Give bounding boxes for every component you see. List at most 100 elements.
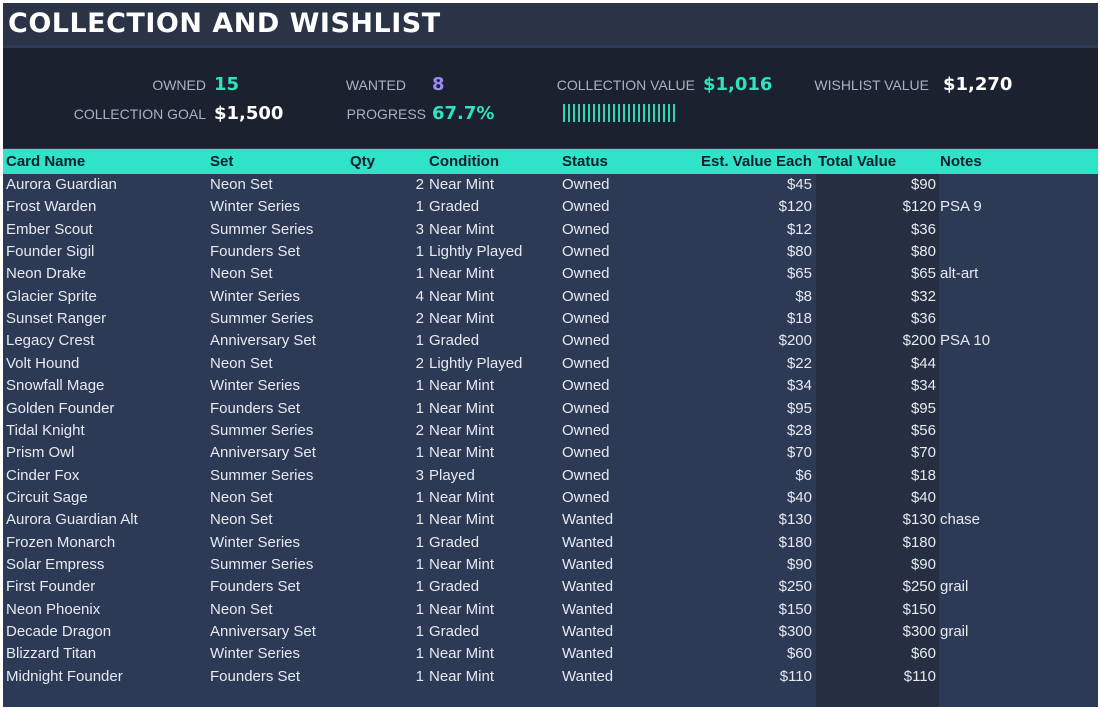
cell-total-value[interactable]: $150 (902, 600, 936, 618)
cell-status[interactable]: Wanted (562, 555, 614, 573)
cell-condition[interactable]: Near Mint (429, 488, 495, 506)
cell-total-value[interactable]: $36 (910, 220, 936, 238)
cell-total-value[interactable]: $70 (910, 444, 936, 462)
cell-qty[interactable]: 1 (415, 600, 424, 618)
cell-status[interactable]: Owned (562, 332, 610, 350)
cell-condition[interactable]: Near Mint (429, 555, 495, 573)
cell-set[interactable]: Winter Series (210, 533, 301, 551)
cell-card-name[interactable]: Snowfall Mage (6, 377, 105, 395)
cell-total-value[interactable]: $95 (910, 399, 936, 417)
cell-notes[interactable]: grail (940, 578, 969, 596)
table-row[interactable]: Decade Dragon Anniversary Set 1 Graded Wante… (3, 621, 1098, 643)
cell-est-value-each[interactable]: $130 (778, 511, 812, 529)
cell-est-value-each[interactable]: $95 (786, 399, 812, 417)
cell-set[interactable]: Summer Series (210, 555, 314, 573)
cell-card-name[interactable]: Ember Scout (6, 220, 93, 238)
cell-est-value-each[interactable]: $65 (786, 265, 812, 283)
cell-status[interactable]: Wanted (562, 667, 614, 685)
cell-total-value[interactable]: $90 (910, 555, 936, 573)
cell-qty[interactable]: 1 (415, 243, 424, 261)
cell-status[interactable]: Owned (562, 399, 610, 417)
cell-condition[interactable]: Graded (429, 578, 480, 596)
cell-condition[interactable]: Near Mint (429, 377, 495, 395)
cell-total-value[interactable]: $80 (910, 243, 936, 261)
header-qty[interactable]: Qty (350, 153, 376, 170)
cell-card-name[interactable]: Blizzard Titan (6, 645, 97, 663)
table-row[interactable]: Solar Empress Summer Series 1 Near Mint Want… (3, 554, 1098, 576)
table-row[interactable]: Legacy Crest Anniversary Set 1 Graded Owned $… (3, 330, 1098, 352)
cell-qty[interactable]: 3 (415, 466, 424, 484)
cell-qty[interactable]: 1 (415, 623, 424, 640)
cell-set[interactable]: Winter Series (210, 287, 301, 305)
cell-card-name[interactable]: Founder Sigil (6, 243, 95, 261)
cell-set[interactable]: Summer Series (210, 466, 314, 484)
table-row[interactable]: Glacier Sprite Winter Series 4 Near Mint Own… (3, 286, 1098, 308)
cell-status[interactable]: Wanted (562, 578, 614, 596)
cell-set[interactable]: Founders Set (210, 243, 301, 261)
cell-status[interactable]: Owned (562, 265, 610, 283)
cell-notes[interactable]: chase (940, 511, 981, 529)
cell-status[interactable]: Wanted (562, 511, 614, 529)
cell-total-value[interactable]: $180 (902, 533, 936, 551)
cell-condition[interactable]: Graded (429, 533, 480, 551)
cell-set[interactable]: Anniversary Set (210, 623, 316, 640)
cell-set[interactable]: Founders Set (210, 399, 301, 417)
cell-total-value[interactable]: $300 (902, 623, 936, 640)
cell-notes[interactable]: grail (940, 623, 969, 640)
cell-qty[interactable]: 2 (415, 354, 424, 372)
table-row[interactable]: Founder Sigil Founders Set 1 Lightly Played… (3, 241, 1098, 263)
cell-est-value-each[interactable]: $22 (786, 354, 812, 372)
cell-card-name[interactable]: Cinder Fox (6, 466, 80, 484)
cell-qty[interactable]: 2 (415, 421, 424, 439)
cell-set[interactable]: Neon Set (210, 354, 273, 372)
cell-card-name[interactable]: Sunset Ranger (6, 310, 107, 328)
cell-status[interactable]: Owned (562, 176, 610, 193)
cell-qty[interactable]: 1 (415, 667, 424, 685)
cell-total-value[interactable]: $32 (910, 287, 936, 305)
cell-condition[interactable]: Graded (429, 332, 480, 350)
cell-card-name[interactable]: Prism Owl (6, 444, 75, 462)
cell-set[interactable]: Anniversary Set (210, 332, 316, 350)
cell-est-value-each[interactable]: $70 (786, 444, 812, 462)
cell-condition[interactable]: Graded (429, 198, 480, 216)
cell-condition[interactable]: Near Mint (429, 176, 495, 193)
cell-qty[interactable]: 1 (415, 555, 424, 573)
cell-status[interactable]: Owned (562, 488, 610, 506)
cell-card-name[interactable]: Circuit Sage (6, 488, 88, 506)
header-total-value[interactable]: Total Value (818, 153, 897, 170)
cell-set[interactable]: Founders Set (210, 667, 301, 685)
header-set[interactable]: Set (210, 153, 234, 170)
cell-qty[interactable]: 1 (415, 578, 424, 596)
cell-status[interactable]: Owned (562, 287, 610, 305)
cell-set[interactable]: Winter Series (210, 645, 301, 663)
cell-est-value-each[interactable]: $80 (786, 243, 812, 261)
cell-set[interactable]: Neon Set (210, 600, 273, 618)
table-row[interactable]: Prism Owl Anniversary Set 1 Near Mint Owned $… (3, 442, 1098, 464)
cell-set[interactable]: Summer Series (210, 310, 314, 328)
cell-card-name[interactable]: Volt Hound (6, 354, 80, 372)
cell-est-value-each[interactable]: $120 (778, 198, 812, 216)
header-card-name[interactable]: Card Name (6, 153, 86, 170)
table-row[interactable]: Frozen Monarch Winter Series 1 Graded Wanted… (3, 532, 1098, 554)
header-condition[interactable]: Condition (429, 153, 499, 170)
table-row[interactable]: Neon Phoenix Neon Set 1 Near Mint Wanted $150… (3, 599, 1098, 621)
cell-qty[interactable]: 3 (415, 220, 424, 238)
cell-est-value-each[interactable]: $110 (779, 667, 812, 685)
cell-status[interactable]: Owned (562, 421, 610, 439)
cell-card-name[interactable]: Frozen Monarch (6, 533, 116, 551)
cell-condition[interactable]: Played (429, 466, 475, 484)
cell-card-name[interactable]: Decade Dragon (6, 623, 112, 640)
cell-status[interactable]: Wanted (562, 645, 614, 663)
cell-status[interactable]: Owned (562, 466, 610, 484)
cell-set[interactable]: Neon Set (210, 176, 273, 193)
cell-total-value[interactable]: $56 (910, 421, 936, 439)
cell-est-value-each[interactable]: $250 (778, 578, 812, 596)
cell-est-value-each[interactable]: $200 (778, 332, 812, 350)
cell-est-value-each[interactable]: $180 (778, 533, 812, 551)
cell-qty[interactable]: 1 (415, 488, 424, 506)
table-row[interactable]: Aurora Guardian Neon Set 2 Near Mint Owned $4… (3, 174, 1098, 196)
cell-total-value[interactable]: $44 (910, 354, 936, 372)
cell-set[interactable]: Neon Set (210, 488, 273, 506)
cell-qty[interactable]: 1 (415, 533, 424, 551)
table-row[interactable]: Volt Hound Neon Set 2 Lightly Played Owned $2… (3, 353, 1098, 375)
